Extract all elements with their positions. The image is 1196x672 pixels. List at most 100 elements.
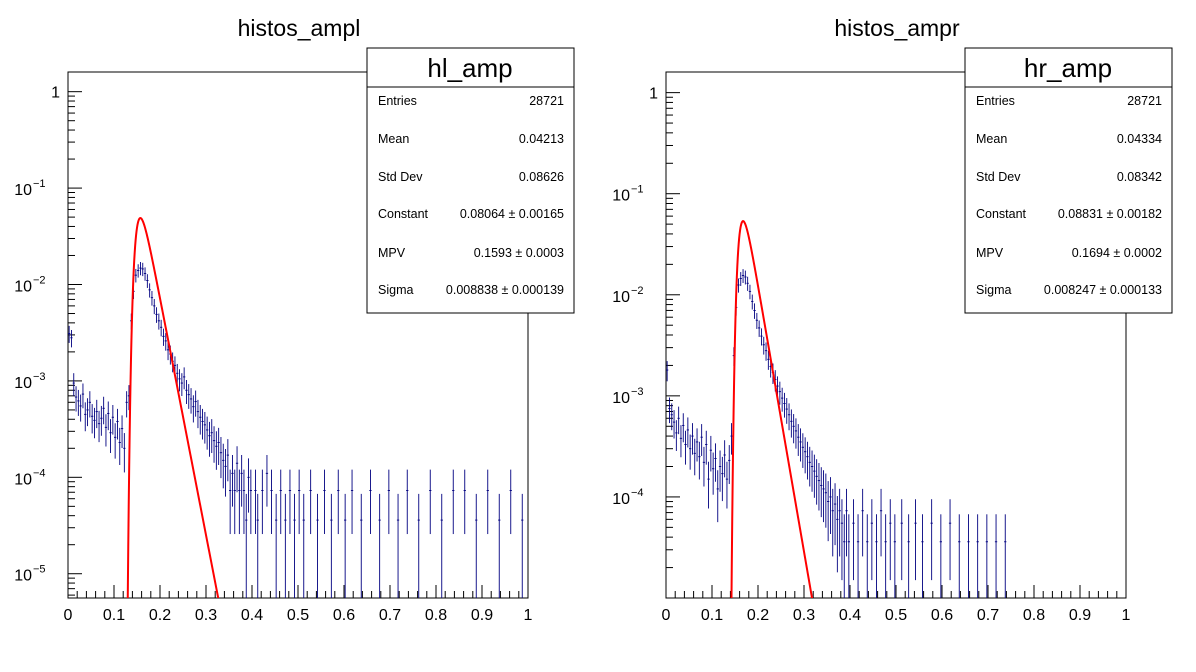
histogram-point [254,469,257,535]
histogram-point [208,421,211,457]
histogram-point [820,467,823,518]
histogram-point [721,456,724,502]
histogram-point [187,384,190,409]
histogram-point [709,435,712,472]
histogram-point [792,414,795,444]
stats-label: Mean [976,132,1007,146]
histogram-point [224,448,227,497]
y-tick-base: 10 [612,188,630,205]
histogram-point [196,399,200,429]
histogram-point [831,488,834,557]
histogram-point [822,470,825,523]
histogram-point [806,441,809,480]
y-tick-exponent: −4 [631,487,644,499]
histogram-point [679,425,683,458]
histogram-point [249,469,252,535]
histogram-point [958,514,961,598]
histogram-point [994,514,998,598]
stats-box: hl_amp Entries 28721 Mean 0.04213 Std Dev 0.0… [366,47,575,314]
histogram-point [226,439,229,482]
y-tick-label: 10 −2 [612,285,643,306]
histogram-point [93,407,96,439]
stats-label: Std Dev [378,170,423,184]
histogram-point [148,283,151,298]
histogram-point [229,469,232,535]
stats-value: 28721 [1127,94,1162,108]
y-tick-label: 10 −4 [14,467,45,488]
histogram-point [866,514,869,598]
stats-value: 0.04334 [1117,132,1162,146]
histogram-point [856,514,860,598]
histogram-point [804,437,807,474]
histogram-point [344,493,347,598]
histogram-point [840,499,844,581]
histogram-point [921,514,924,598]
histogram-point [72,373,75,397]
histogram-point [203,411,206,444]
stats-box-title: hr_amp [1024,53,1112,83]
y-tick-exponent: −1 [33,178,46,190]
x-tick-label: 1 [524,607,533,624]
histogram-point [801,433,804,468]
histogram-point [160,319,163,337]
histogram-point [350,469,354,535]
histogram-point [705,430,708,465]
histogram-point [123,433,126,473]
panel-histos-ampr: histos_ampr 0 0.1 0.2 0.3 0.4 0.5 0.6 0.7 0.8 0.9… [612,15,1173,624]
x-tick-label: 0.1 [701,607,723,624]
y-tick-base: 10 [612,289,630,306]
stats-label: Constant [378,207,429,221]
histogram-point [668,397,671,424]
histogram-point [81,383,85,409]
histogram-point [238,469,241,535]
stats-value: 0.1593 ± 0.0003 [474,246,564,260]
histogram-point [707,461,710,509]
histogram-point [91,404,94,434]
histogram-points [666,269,1007,598]
histogram-point [790,409,793,438]
histogram-point [288,469,292,535]
histogram-point [153,299,156,315]
histogram-point [463,469,466,535]
stats-row: Constant 0.08831 ± 0.00182 [976,207,1162,221]
histogram-point [406,469,409,535]
histogram-point [212,426,216,463]
histogram-point [778,381,781,405]
histogram-point [77,389,80,416]
y-tick-exponent: −2 [631,285,644,297]
x-tick-label: 0.7 [379,607,401,624]
stats-value: 0.1694 ± 0.0002 [1072,246,1162,260]
histogram-point [396,493,400,598]
stats-box: hr_amp Entries 28721 Mean 0.04334 Std Dev 0.0… [964,47,1173,314]
histogram-point [728,445,731,485]
histogram-point [845,488,848,557]
histogram-point [675,420,678,451]
x-tick-label: 0.8 [1023,607,1045,624]
histogram-point [781,387,784,412]
stats-value: 0.008838 ± 0.000139 [446,283,564,297]
histogram-point [744,270,747,285]
histogram-point [693,438,696,476]
histogram-point [265,454,269,507]
y-tick-base: 10 [14,278,32,295]
histogram-point [217,427,220,466]
histogram-point [813,454,816,498]
x-tick-label: 0 [64,607,73,624]
histogram-point [751,294,754,310]
x-tick-label: 0.3 [793,607,815,624]
stats-value: 0.08626 [519,170,564,184]
histogram-point [70,329,73,348]
histogram-point [486,469,489,535]
histogram-point [843,514,846,598]
x-tick-label: 0.4 [839,607,861,624]
histogram-point [879,488,883,557]
histogram-point [284,493,287,598]
histogram-point [884,514,887,598]
landau-fit-curve [126,217,220,598]
histogram-point [684,430,687,465]
x-tick-label: 0.6 [931,607,953,624]
histogram-point [155,307,158,323]
histogram-point [787,403,791,431]
histogram-point [875,514,878,598]
stats-row: Mean 0.04334 [976,132,1162,146]
